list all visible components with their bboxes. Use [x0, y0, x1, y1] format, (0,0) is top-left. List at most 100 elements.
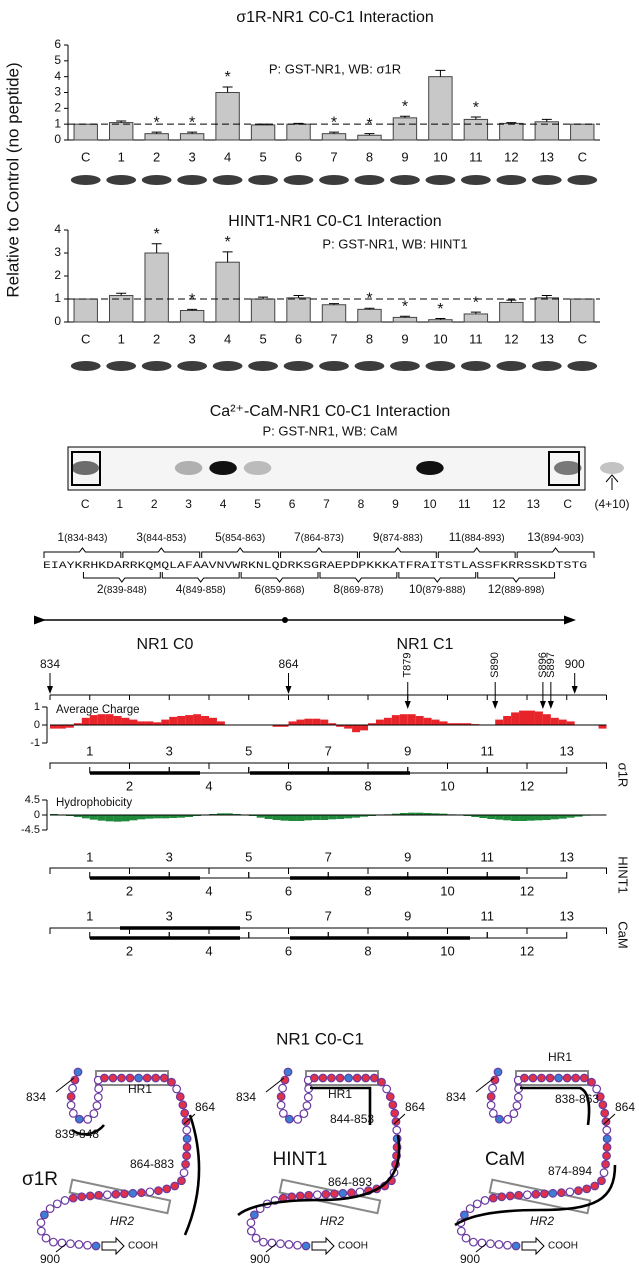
residue-bead: [95, 1191, 103, 1199]
peptide-label: 3(844-853): [136, 530, 186, 544]
peptide-bracket: [241, 572, 318, 582]
peptide-range: (889-898): [501, 585, 544, 596]
blot-band: [319, 175, 349, 185]
bar: [429, 77, 452, 140]
peptide-label: 8(869-878): [333, 582, 383, 596]
profile-bar: [312, 815, 320, 820]
blot-band: [355, 175, 385, 185]
residue-bead: [76, 1115, 84, 1123]
peptide-range: (894-903): [541, 533, 584, 544]
profile-bar: [130, 720, 138, 725]
peptide-range: (854-863): [222, 533, 265, 544]
x-tick-label: 900: [565, 657, 585, 671]
peptide-number: 4: [205, 883, 212, 898]
bar: [393, 118, 416, 140]
blot-band: [71, 461, 99, 475]
x-tick-label: 10: [433, 331, 447, 346]
profile-bar: [527, 711, 535, 725]
residue-bead: [496, 1115, 504, 1123]
x-tick-label: 12: [504, 331, 518, 346]
residue-bead: [470, 1238, 478, 1246]
residue-bead: [458, 1227, 466, 1235]
residue-bead: [135, 1074, 143, 1082]
residue-bead: [489, 1084, 497, 1092]
profile-bar: [130, 815, 138, 820]
residue-bead: [305, 1191, 313, 1199]
blot-lane-label: 9: [392, 497, 399, 511]
bar: [180, 134, 203, 140]
region-label: 839-848: [55, 1127, 99, 1141]
peptide-label: 2(839-848): [97, 582, 147, 596]
residue-bead: [473, 1200, 481, 1208]
significance-mark: *: [437, 301, 443, 318]
bar: [322, 134, 345, 140]
peptide-number: 1: [86, 908, 93, 923]
residue-bead: [277, 1093, 285, 1101]
residue-bead: [109, 1074, 117, 1082]
significance-mark: *: [224, 69, 230, 86]
blot-band: [496, 361, 526, 371]
peptide-number: 6: [285, 883, 292, 898]
profile-bar: [161, 720, 169, 725]
residue-bead: [591, 1182, 599, 1190]
profile-bar: [503, 815, 511, 820]
profile-bar: [519, 711, 527, 725]
figure: Relative to Control (no peptide) σ1R-NR1…: [0, 0, 639, 1269]
residue-bead: [498, 1193, 506, 1201]
profile-bar: [312, 719, 320, 725]
residue-bead: [46, 1205, 54, 1213]
residue-bead: [277, 1101, 285, 1109]
residue-bead: [504, 1116, 512, 1124]
peptide-number: 11: [449, 530, 462, 544]
schematic-title: NR1 C0-C1: [276, 1029, 364, 1048]
cterm-label: COOH: [548, 1241, 578, 1252]
peptide-number: 4: [205, 943, 212, 958]
residue-bead: [529, 1074, 537, 1082]
bar: [464, 314, 487, 322]
residue-bead: [521, 1074, 529, 1082]
peptide-number: 13: [560, 743, 574, 758]
profile-bar: [352, 725, 360, 732]
residue-bead: [481, 1197, 489, 1205]
peptide-number: 5: [245, 849, 252, 864]
x-tick-label: 13: [540, 149, 554, 164]
residue-bead: [280, 1110, 288, 1118]
residue-bead: [353, 1074, 361, 1082]
residue-bead: [504, 1241, 512, 1249]
profile-bar: [344, 725, 352, 729]
profile-bar: [543, 815, 551, 820]
profile-bar: [281, 815, 289, 821]
blot-band: [213, 175, 243, 185]
bar: [216, 93, 239, 141]
blot-lane-label: 10: [423, 497, 437, 511]
x-tick-label: 1: [118, 149, 125, 164]
residue-bead: [176, 1093, 184, 1101]
y-tick-label: 3: [54, 85, 61, 99]
residue-bead: [339, 1190, 347, 1198]
profile-bar: [201, 716, 209, 725]
peptide-bracket: [399, 572, 476, 582]
residue-bead: [138, 1189, 146, 1197]
error-bar: [152, 244, 162, 253]
residue-bead: [173, 1085, 181, 1093]
peptide-bracket: [123, 548, 200, 558]
peptide-number: 10: [440, 883, 454, 898]
chart-title: HINT1-NR1 C0-C1 Interaction: [228, 213, 441, 230]
blot-band: [71, 175, 101, 185]
residue-label: 864: [405, 1100, 425, 1114]
peptide-number: 6: [285, 943, 292, 958]
x-tick-label: C: [81, 149, 90, 164]
peptide-number: 10: [440, 778, 454, 793]
profile-bar: [384, 718, 392, 725]
residue-bead: [311, 1074, 319, 1082]
region-label: NR1 C1: [397, 636, 454, 653]
x-tick-label: 1: [118, 331, 125, 346]
significance-mark: *: [402, 298, 408, 315]
peptide-number: 3: [166, 849, 173, 864]
residue-bead: [281, 1076, 289, 1084]
residue-bead: [588, 1078, 596, 1086]
x-tick-label: 8: [366, 331, 373, 346]
residue-bead: [279, 1084, 287, 1092]
profile-bar: [559, 720, 567, 725]
bar: [287, 298, 310, 322]
